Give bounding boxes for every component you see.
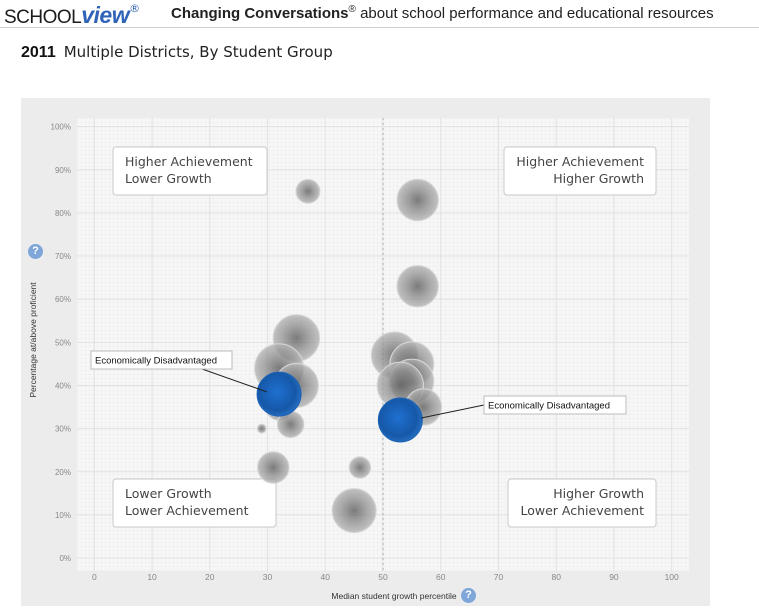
quadrant-label-box (112, 146, 268, 196)
callout-label: Economically Disadvantaged (488, 401, 610, 412)
header-divider (0, 27, 759, 28)
y-tick-label: 60% (55, 295, 71, 304)
bubble (396, 178, 439, 222)
site-header: SCHOOLview® Changing Conversations® abou… (0, 0, 759, 28)
y-tick-label: 50% (55, 338, 71, 347)
page-title: 2011 Multiple Districts, By Student Group (21, 42, 333, 62)
quadrant-label-bottom-right: Higher Growth Lower Achievement (507, 478, 657, 528)
title-text: Multiple Districts, By Student Group (63, 43, 333, 61)
y-tick-label: 10% (55, 511, 71, 520)
y-tick-label: 40% (55, 381, 71, 390)
quadrant-label-line: Higher Achievement (125, 154, 253, 169)
quadrant-label-box (503, 146, 657, 196)
quadrant-label-top-right: Higher Achievement Higher Growth (503, 146, 657, 196)
x-tick-label: 10 (147, 572, 157, 582)
axis-ticks: 0 10 20 30 40 50 60 70 80 90 100 0% 10% 20% 30% 40% 50% 6… (51, 123, 680, 582)
callout-box (90, 350, 233, 370)
quadrant-label-box (507, 478, 657, 528)
logo-view-text: view (81, 2, 130, 28)
bubble (295, 178, 321, 204)
tagline-registered-mark: ® (348, 4, 356, 15)
bubble-highlight (377, 397, 423, 443)
bubbles (254, 178, 443, 534)
callouts: Economically Disadvantaged Economically D… (90, 350, 627, 419)
bubble (257, 451, 290, 484)
quadrant-label-top-left: Higher Achievement Lower Growth (112, 146, 268, 196)
bubble (348, 456, 372, 479)
y-axis-help-icon[interactable]: ? (28, 244, 43, 259)
bubble-callout: Economically Disadvantaged (421, 395, 627, 419)
quadrant-label-box (112, 478, 277, 528)
bubble (331, 488, 377, 534)
bubble (396, 265, 439, 308)
logo-school-text: SCHOOL (4, 7, 82, 28)
y-tick-label: 20% (55, 468, 71, 477)
bubble (256, 423, 267, 434)
quadrant-label-line: Lower Growth (125, 486, 212, 501)
callout-leader-line (421, 404, 485, 419)
y-tick-label: 0% (59, 554, 71, 563)
y-tick-label: 30% (55, 425, 71, 434)
quadrant-label-line: Higher Growth (553, 486, 644, 501)
quadrant-label-line: Higher Growth (553, 171, 644, 186)
tagline-bold: Changing Conversations (171, 5, 349, 22)
bubble-callout: Economically Disadvantaged (90, 350, 268, 393)
x-axis-help-icon[interactable]: ? (461, 588, 476, 603)
x-tick-label: 60 (436, 572, 446, 582)
quadrant-label-line: Lower Achievement (125, 503, 249, 518)
x-axis-label: Median student growth percentile (331, 591, 456, 601)
callout-label: Economically Disadvantaged (95, 356, 217, 367)
chart-panel: Higher Achievement Lower Growth Higher Ach… (21, 98, 710, 606)
logo-registered-mark: ® (129, 2, 141, 15)
callout-box (483, 395, 627, 415)
tagline: Changing Conversations® about school per… (171, 4, 714, 22)
bubble-highlight (256, 371, 302, 417)
x-tick-label: 20 (205, 572, 215, 582)
x-tick-label: 30 (263, 572, 273, 582)
x-tick-label: 100 (665, 572, 679, 582)
x-tick-label: 80 (551, 572, 561, 582)
quadrant-label-line: Lower Achievement (521, 503, 645, 518)
x-tick-label: 0 (92, 572, 97, 582)
callout-leader-line (201, 368, 268, 393)
quadrant-label-bottom-left: Lower Growth Lower Achievement (112, 478, 277, 528)
schoolview-logo[interactable]: SCHOOLview® (4, 2, 141, 28)
x-tick-label: 40 (321, 572, 331, 582)
x-tick-label: 50 (378, 572, 388, 582)
y-tick-label: 100% (51, 123, 71, 132)
title-year: 2011 (21, 44, 56, 61)
y-tick-label: 90% (55, 166, 71, 175)
quadrant-label-line: Higher Achievement (516, 154, 644, 169)
x-tick-label: 90 (609, 572, 619, 582)
quadrant-label-line: Lower Growth (125, 171, 212, 186)
y-tick-label: 80% (55, 209, 71, 218)
y-tick-label: 70% (55, 252, 71, 261)
y-axis-label: Percentage at/above proficient (28, 282, 38, 398)
x-tick-label: 70 (494, 572, 504, 582)
tagline-rest: about school performance and educational… (355, 5, 714, 22)
